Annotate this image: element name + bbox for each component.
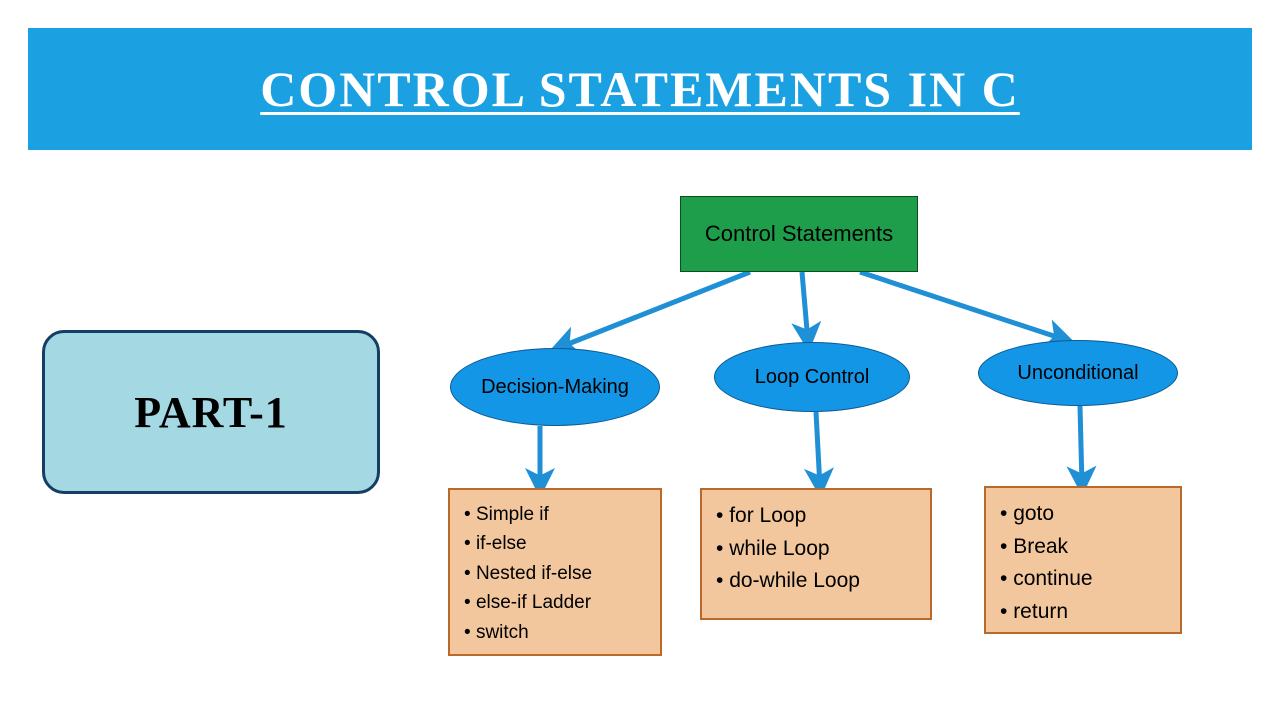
arrow <box>816 412 820 488</box>
part-label: PART-1 <box>134 387 288 438</box>
category-label: Unconditional <box>1017 362 1138 385</box>
list-item: else-if Ladder <box>464 588 646 617</box>
items-box: gotoBreakcontinuereturn <box>984 486 1182 634</box>
arrow <box>558 272 750 348</box>
arrow <box>860 272 1066 340</box>
hierarchy-diagram: Control Statements Decision-Making Simple… <box>430 188 1260 708</box>
list-item: Break <box>1000 531 1166 564</box>
list-item: for Loop <box>716 500 916 533</box>
list-item: do-while Loop <box>716 565 916 598</box>
category-label: Decision-Making <box>481 376 629 399</box>
items-box: Simple ifif-elseNested if-elseelse-if La… <box>448 488 662 656</box>
root-node: Control Statements <box>680 196 918 272</box>
list-item: Nested if-else <box>464 559 646 588</box>
root-node-label: Control Statements <box>705 221 893 247</box>
title-band: CONTROL STATEMENTS IN C <box>28 28 1252 150</box>
category-ellipse: Decision-Making <box>450 348 660 426</box>
arrow <box>802 272 808 342</box>
list-item: if-else <box>464 529 646 558</box>
category-ellipse: Unconditional <box>978 340 1178 406</box>
list-item: return <box>1000 596 1166 629</box>
part-box: PART-1 <box>42 330 380 494</box>
list-item: continue <box>1000 563 1166 596</box>
list-item: switch <box>464 618 646 647</box>
arrow <box>1080 406 1082 486</box>
page-title: CONTROL STATEMENTS IN C <box>260 60 1020 118</box>
category-ellipse: Loop Control <box>714 342 910 412</box>
list-item: Simple if <box>464 500 646 529</box>
category-label: Loop Control <box>755 366 870 389</box>
list-item: goto <box>1000 498 1166 531</box>
list-item: while Loop <box>716 533 916 566</box>
items-box: for Loopwhile Loopdo-while Loop <box>700 488 932 620</box>
